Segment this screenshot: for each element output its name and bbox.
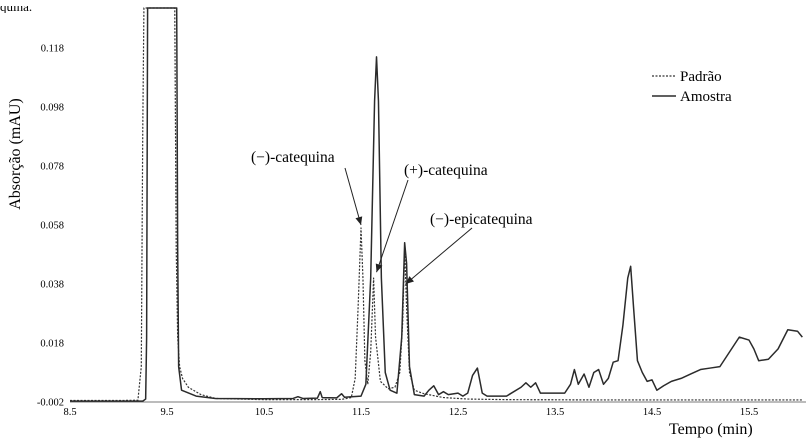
series-layer [70,7,803,402]
x-tick-label: 15.5 [740,407,758,418]
annotation-arrow-line [344,167,362,226]
x-tick-labels: 8.5 9.5 10.5 11.5 12.5 13.5 14.5 15.5 [63,407,758,418]
y-tick-labels: -0.002 0.018 0.038 0.058 0.078 0.098 0.118 [37,44,64,409]
annotation-label: (−)-catequina [251,149,335,166]
x-tick-label: 10.5 [255,407,273,418]
y-tick-label: 0.078 [40,162,64,173]
caption-fragment: quina. [0,0,33,14]
annotation-arrowhead [375,263,383,273]
y-tick-label: -0.002 [37,398,64,409]
y-tick-label: 0.098 [40,103,64,114]
series-line-amostra [70,7,803,402]
annotation-arrow-line [376,179,409,273]
annotation-label: (−)-epicatequina [430,211,533,228]
legend-entry-label: Padrão [680,69,722,85]
annotation-arrowhead [405,276,414,284]
y-tick-label: 0.018 [40,339,64,350]
annotation-arrowhead [355,216,363,225]
x-tick-label: 12.5 [449,407,467,418]
annotation-arrow-line [405,227,473,285]
annotation-label: (+)-catequina [404,162,488,179]
x-tick-label: 8.5 [63,407,76,418]
annotations-layer: (−)-catequina (+)-catequina (−)-epicatequi… [251,149,533,285]
legend: Padrão Amostra [652,69,732,105]
series-line-padrao [70,7,803,402]
x-tick-label: 9.5 [160,407,173,418]
x-tick-label: 11.5 [352,407,370,418]
y-axis-title: Absorção (mAU) [7,98,24,210]
x-tick-label: 14.5 [643,407,661,418]
x-axis-title: Tempo (min) [669,421,753,438]
y-tick-label: 0.038 [40,280,64,291]
y-tick-label: 0.058 [40,221,64,232]
x-tick-label: 13.5 [546,407,564,418]
legend-entry-label: Amostra [680,89,732,105]
y-tick-label: 0.118 [41,44,64,55]
